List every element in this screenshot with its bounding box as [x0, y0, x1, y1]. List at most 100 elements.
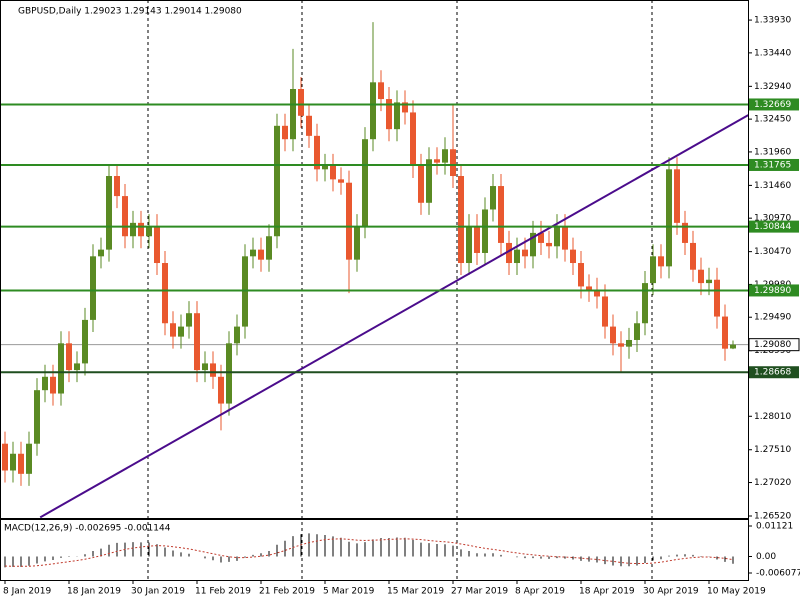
- candle-body: [410, 112, 416, 166]
- candle-body: [154, 226, 160, 264]
- candle-body: [730, 344, 736, 349]
- candle-body: [362, 139, 368, 227]
- candle-body: [322, 165, 328, 170]
- candle-body: [634, 323, 640, 340]
- last-price-label: 1.29080: [754, 340, 791, 350]
- level-label: 1.29890: [754, 286, 791, 296]
- candle-body: [450, 149, 456, 177]
- candle-body: [50, 376, 56, 394]
- candle-body: [138, 222, 144, 237]
- y-tick-label: 1.33930: [754, 16, 791, 26]
- candle-body: [194, 313, 200, 371]
- y-tick-label: 1.28010: [754, 412, 791, 422]
- candle-body: [514, 249, 520, 264]
- macd-y-tick-label: -0.006077: [756, 569, 800, 579]
- candle-body: [226, 343, 232, 404]
- macd-y-tick-label: 0.01121: [756, 522, 793, 532]
- candle-body: [274, 125, 280, 237]
- candle-body: [418, 165, 424, 203]
- candle-body: [258, 249, 264, 260]
- candle-body: [90, 256, 96, 320]
- candle-body: [698, 269, 704, 284]
- candle-body: [130, 222, 136, 237]
- level-label-box: [749, 158, 799, 171]
- candle-body: [682, 222, 688, 243]
- trend-line: [39, 114, 749, 519]
- candle-body: [618, 343, 624, 347]
- candle-body: [106, 176, 112, 250]
- candle-body: [690, 242, 696, 270]
- y-tick-label: 1.31460: [754, 181, 791, 191]
- candle-body: [650, 256, 656, 284]
- level-label: 1.31765: [754, 160, 791, 170]
- level-label-box: [749, 220, 799, 233]
- candle-body: [306, 115, 312, 136]
- x-tick-label: 30 Apr 2019: [643, 587, 699, 597]
- y-tick-label: 1.31960: [754, 147, 791, 157]
- candle-body: [186, 313, 192, 327]
- candle-body: [170, 323, 176, 337]
- candle-body: [466, 226, 472, 264]
- candle-body: [98, 249, 104, 257]
- candle-body: [594, 289, 600, 297]
- candle-body: [42, 376, 48, 391]
- candle-body: [402, 102, 408, 113]
- level-label: 1.28668: [754, 368, 791, 378]
- y-tick-label: 1.30970: [754, 214, 791, 224]
- candle-body: [610, 326, 616, 344]
- candle-body: [714, 279, 720, 317]
- candle-body: [378, 82, 384, 100]
- y-tick-label: 1.30470: [754, 247, 791, 257]
- candle-body: [298, 89, 304, 116]
- y-tick-label: 1.27020: [754, 478, 791, 488]
- candle-body: [506, 242, 512, 264]
- candle-body: [26, 443, 32, 474]
- candle-body: [530, 232, 536, 257]
- candle-body: [34, 390, 40, 444]
- candle-body: [706, 279, 712, 284]
- x-tick-label: 30 Jan 2019: [131, 587, 185, 597]
- candle-body: [546, 242, 552, 247]
- main-frame: [0, 0, 749, 519]
- candle-body: [498, 186, 504, 243]
- candle-body: [162, 263, 168, 324]
- candle-body: [434, 159, 440, 163]
- candle-body: [146, 226, 152, 237]
- candle-body: [666, 169, 672, 267]
- y-tick-label: 1.32940: [754, 82, 791, 92]
- candle-body: [114, 176, 120, 197]
- candle-body: [426, 159, 432, 203]
- candle-body: [458, 176, 464, 264]
- candle-body: [282, 125, 288, 140]
- level-label-box: [749, 366, 799, 379]
- candle-body: [2, 443, 8, 471]
- candle-body: [122, 196, 128, 237]
- candle-body: [178, 326, 184, 337]
- y-tick-label: 1.26520: [754, 511, 791, 521]
- y-tick-label: 1.32450: [754, 115, 791, 125]
- macd-label: MACD(12,26,9) -0.002695 -0.001144: [4, 524, 171, 534]
- y-tick-label: 1.28990: [754, 346, 791, 356]
- candle-body: [386, 99, 392, 130]
- candle-body: [58, 343, 64, 394]
- x-tick-label: 8 Apr 2019: [515, 587, 565, 597]
- macd-frame: [0, 519, 749, 581]
- candle-body: [570, 249, 576, 264]
- candle-body: [82, 319, 88, 364]
- candle-body: [314, 135, 320, 170]
- candle-body: [642, 283, 648, 324]
- candle-body: [474, 226, 480, 253]
- candle-body: [442, 149, 448, 163]
- candle-body: [538, 232, 544, 243]
- candle-body: [338, 179, 344, 183]
- chart-title: GBPUSD,Daily 1.29023 1.29143 1.29014 1.2…: [18, 7, 242, 17]
- candle-body: [554, 226, 560, 247]
- candle-body: [602, 296, 608, 327]
- candle-body: [482, 209, 488, 253]
- x-tick-label: 21 Feb 2019: [259, 587, 315, 597]
- level-label: 1.30844: [754, 222, 791, 232]
- level-label-box: [749, 98, 799, 111]
- candle-body: [370, 82, 376, 140]
- candle-body: [266, 236, 272, 260]
